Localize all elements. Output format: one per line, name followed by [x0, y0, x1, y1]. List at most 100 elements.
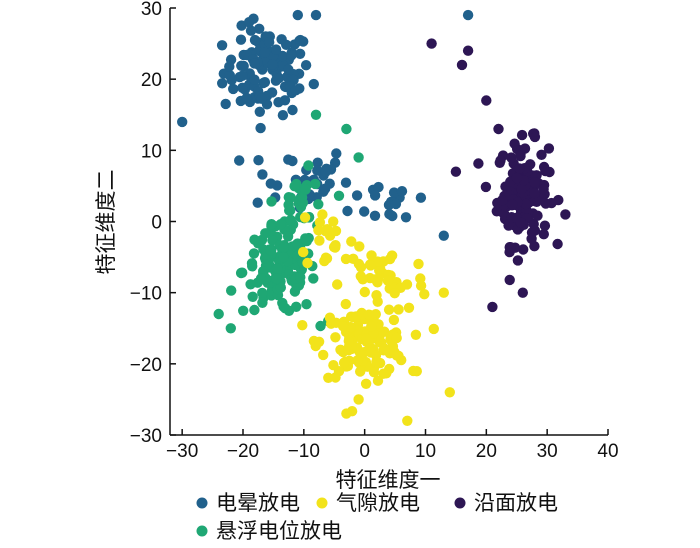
y-axis-title: 特征维度二 — [94, 170, 118, 275]
data-point — [255, 273, 267, 284]
data-point — [340, 177, 352, 188]
data-point — [295, 34, 306, 46]
data-point — [371, 356, 382, 368]
data-point — [387, 210, 398, 222]
data-point — [366, 321, 377, 332]
data-point — [289, 286, 301, 297]
data-point — [224, 70, 235, 81]
data-point — [270, 44, 282, 55]
data-point — [254, 23, 265, 34]
data-point — [248, 248, 260, 259]
data-point — [314, 235, 325, 246]
data-point — [259, 77, 271, 88]
data-point — [351, 190, 363, 201]
data-point — [281, 39, 292, 50]
data-point — [273, 72, 285, 84]
data-point — [505, 242, 516, 253]
data-point — [343, 335, 354, 347]
data-point — [278, 301, 289, 312]
data-point — [360, 378, 372, 389]
data-point — [340, 298, 351, 310]
data-point — [330, 242, 341, 253]
x-tick-label: −20 — [227, 441, 259, 462]
data-point — [532, 210, 543, 221]
data-point — [538, 184, 549, 195]
data-point — [330, 332, 341, 343]
data-point — [332, 279, 343, 290]
data-point — [383, 304, 395, 315]
data-point — [355, 366, 366, 377]
data-point — [254, 106, 265, 118]
data-point — [415, 192, 427, 203]
data-point — [303, 160, 314, 171]
data-point — [317, 209, 328, 220]
data-point — [278, 251, 289, 263]
data-point — [275, 219, 286, 230]
data-point — [390, 198, 402, 210]
data-point — [252, 197, 263, 208]
data-point — [287, 155, 298, 167]
data-point — [402, 415, 413, 426]
data-point — [310, 9, 322, 21]
data-point — [314, 217, 326, 228]
x-tick-label: 20 — [476, 441, 497, 462]
x-tick-label: 30 — [537, 441, 558, 462]
data-point — [278, 242, 289, 253]
data-point — [285, 214, 296, 226]
legend-marker — [316, 497, 328, 509]
axes: −30 −20 −10 0 10 20 30 40 −30 −20 −10 0 10 20 30 — [130, 0, 619, 462]
data-point — [509, 138, 520, 149]
data-point — [310, 178, 321, 190]
data-point — [553, 194, 564, 206]
data-point — [220, 98, 231, 110]
x-tick-label: 40 — [597, 441, 618, 462]
data-point — [257, 287, 268, 299]
data-point — [320, 226, 331, 237]
data-point — [516, 129, 528, 141]
data-point — [308, 78, 319, 90]
data-point — [341, 123, 352, 135]
data-point — [493, 123, 504, 135]
data-point — [408, 365, 419, 377]
data-point — [462, 45, 474, 56]
data-point — [267, 235, 278, 246]
data-point — [287, 104, 298, 116]
data-point — [512, 255, 524, 266]
data-point — [266, 87, 278, 98]
legend-item: 悬浮电位放电 — [196, 519, 342, 543]
data-point — [265, 178, 276, 189]
data-point — [257, 169, 268, 180]
data-point — [256, 93, 267, 104]
y-tick-label: −10 — [130, 284, 162, 305]
points-layer — [177, 9, 571, 426]
data-point — [387, 341, 399, 352]
data-point — [266, 196, 277, 207]
data-point — [426, 38, 437, 49]
data-point — [337, 321, 349, 332]
data-point — [328, 216, 339, 227]
data-point — [518, 244, 529, 255]
data-point — [330, 225, 342, 237]
data-point — [291, 301, 302, 312]
data-point — [391, 332, 402, 344]
data-point — [226, 285, 237, 296]
data-point — [282, 231, 294, 242]
y-tick-label: −20 — [130, 355, 162, 376]
data-point — [462, 9, 474, 21]
data-point — [318, 349, 329, 361]
data-point — [473, 158, 484, 169]
data-point — [514, 163, 525, 174]
legend-label: 悬浮电位放电 — [216, 519, 342, 543]
data-point — [266, 219, 277, 230]
data-point — [298, 246, 309, 258]
data-point — [351, 311, 362, 322]
data-point — [543, 143, 555, 154]
data-point — [438, 230, 449, 241]
data-point — [245, 25, 257, 36]
data-point — [234, 155, 245, 166]
data-point — [372, 277, 383, 288]
data-point — [456, 59, 468, 71]
legend-marker — [196, 525, 208, 537]
data-point — [341, 408, 352, 419]
